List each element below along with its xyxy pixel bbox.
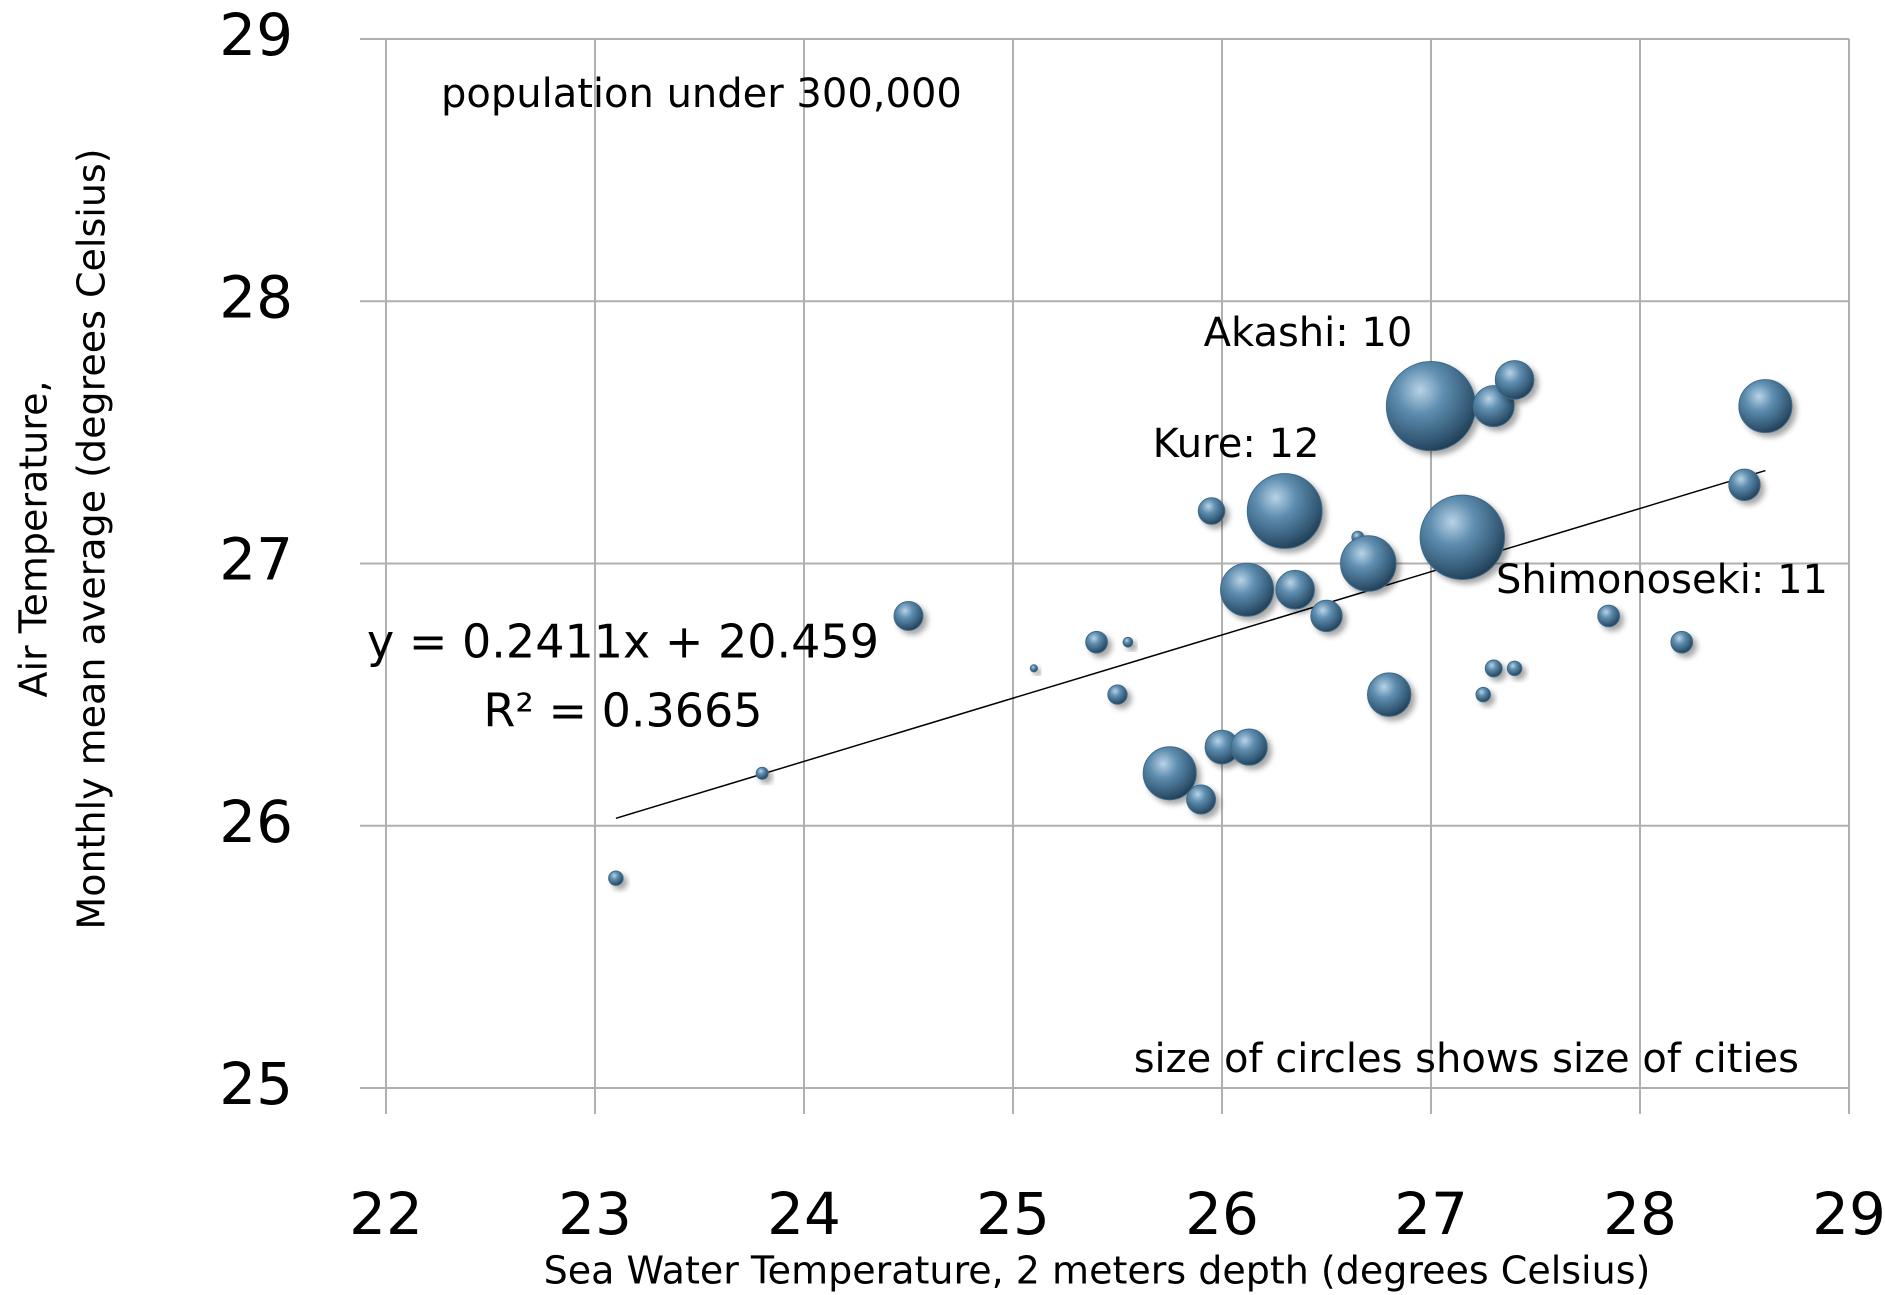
bubble	[1484, 659, 1503, 678]
note: population under 300,000	[441, 71, 962, 117]
y-axis-title: Monthly mean average (degrees Celsius)	[70, 148, 114, 929]
bubble	[1670, 630, 1694, 654]
x-tick-label: 25	[976, 1180, 1050, 1248]
bubble	[1230, 728, 1268, 766]
note: size of circles shows size of cities	[1134, 1036, 1799, 1082]
bubble	[1029, 664, 1039, 673]
annotation: Shimonoseki: 11	[1496, 557, 1828, 603]
bubble	[1494, 360, 1535, 400]
x-tick-label: 22	[349, 1180, 423, 1248]
bubble	[1385, 361, 1477, 452]
y-tick-label: 25	[219, 1050, 293, 1118]
bubble	[1197, 497, 1226, 525]
x-axis-title: Sea Water Temperature, 2 meters depth (d…	[544, 1249, 1651, 1293]
bubble	[1419, 494, 1506, 580]
x-tick-label: 23	[558, 1180, 632, 1248]
y-axis-title: Air Temperature,	[12, 380, 56, 697]
bubble	[1220, 562, 1275, 617]
y-tick-label: 29	[219, 1, 293, 69]
bubble	[1085, 630, 1108, 654]
annotation: Akashi: 10	[1204, 310, 1413, 356]
bubble	[1186, 784, 1217, 815]
x-tick-label: 24	[767, 1180, 841, 1248]
bubble	[1475, 686, 1491, 703]
x-tick-label: 28	[1603, 1180, 1677, 1248]
bubble	[1246, 473, 1323, 549]
bubble	[1366, 672, 1412, 717]
bubble	[755, 766, 769, 780]
bubble	[1275, 569, 1315, 610]
bubble	[1340, 535, 1397, 592]
x-tick-label: 26	[1185, 1180, 1259, 1248]
y-tick-label: 27	[219, 526, 293, 594]
bubble	[608, 870, 624, 886]
bubble	[1122, 636, 1134, 648]
trendline-equation: y = 0.2411x + 20.459	[367, 615, 879, 669]
bubble	[1107, 684, 1128, 705]
annotation: Kure: 12	[1153, 421, 1320, 467]
x-tick-label: 29	[1812, 1180, 1885, 1248]
y-tick-label: 28	[219, 263, 293, 331]
trendline	[615, 469, 1766, 820]
bubble	[1142, 746, 1197, 801]
bubble	[1310, 599, 1343, 633]
x-tick-label: 27	[1394, 1180, 1468, 1248]
bubble	[1597, 604, 1621, 628]
bubble	[1506, 660, 1523, 677]
bubble	[1738, 379, 1793, 434]
bubble	[893, 600, 924, 631]
y-tick-label: 26	[219, 788, 293, 856]
trendline-r2: R² = 0.3665	[483, 684, 762, 738]
bubble	[1728, 468, 1761, 502]
